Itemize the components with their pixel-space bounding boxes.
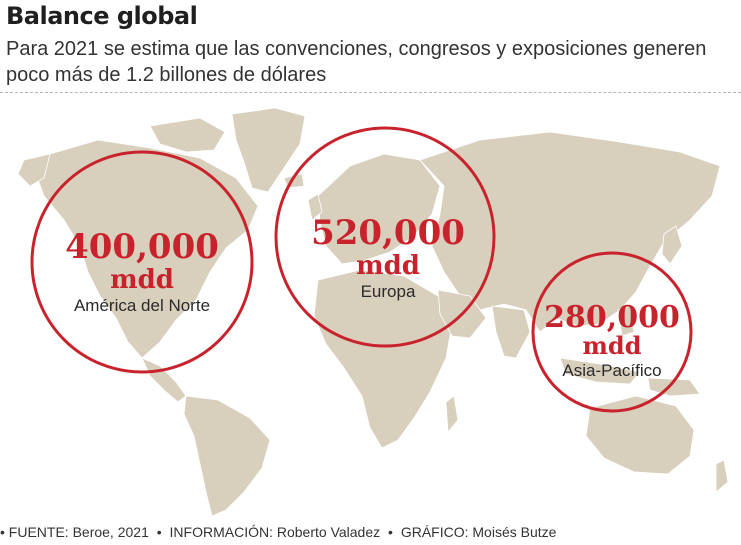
region-asia-pacific: 280,000 mdd Asia-Pacífico (512, 302, 712, 381)
land-africa (313, 269, 453, 449)
land-arctic-islands (149, 117, 226, 153)
region-unit-asia-pacific: mdd (582, 331, 642, 360)
land-masses (17, 107, 729, 516)
region-circle-europe (274, 126, 496, 348)
land-india (491, 305, 531, 359)
divider (0, 92, 741, 93)
land-australia (585, 395, 695, 475)
land-new-zealand (715, 459, 729, 493)
land-madagascar (445, 395, 459, 434)
land-greenland (231, 107, 306, 193)
region-north-america: 400,000 mdd América del Norte (42, 228, 242, 316)
footer-information: INFORMACIÓN: Roberto Valadez (169, 524, 381, 540)
land-asia (419, 131, 721, 333)
region-value-asia-pacific: 280,000 (544, 300, 680, 335)
land-alaska (17, 153, 51, 187)
footer-bullet: • (388, 524, 393, 540)
land-new-guinea (647, 377, 701, 397)
footer-source: FUENTE: Beroe, 2021 (8, 524, 149, 540)
world-map (17, 107, 729, 516)
land-north-america (35, 139, 259, 359)
region-circle-asia-pacific (531, 251, 693, 413)
footer-bullet: • (156, 524, 162, 540)
chart-subtitle: Para 2021 se estima que las convenciones… (6, 38, 707, 86)
land-south-america (183, 395, 271, 516)
land-philippines (617, 305, 635, 337)
footer-bullet: • (0, 524, 5, 540)
region-europe: 520,000 mdd Europa (288, 214, 488, 302)
land-japan (661, 225, 683, 265)
region-circle-north-america (30, 150, 254, 374)
region-name-north-america: América del Norte (73, 296, 211, 315)
region-name-asia-pacific: Asia-Pacífico (562, 361, 662, 380)
footer-graphic: GRÁFICO: Moisés Butze (400, 524, 557, 540)
region-name-europe: Europa (360, 282, 416, 301)
region-value-north-america: 400,000 (65, 227, 219, 267)
region-unit-europe: mdd (356, 251, 420, 281)
land-europe (317, 153, 441, 265)
chart-title: Balance global (6, 2, 198, 30)
land-uk (307, 193, 323, 221)
region-unit-north-america: mdd (110, 265, 174, 295)
region-value-europe: 520,000 (311, 213, 465, 253)
land-indonesia (559, 357, 641, 385)
footer-credits: • FUENTE: Beroe, 2021 • INFORMACIÓN: Rob… (0, 524, 741, 540)
